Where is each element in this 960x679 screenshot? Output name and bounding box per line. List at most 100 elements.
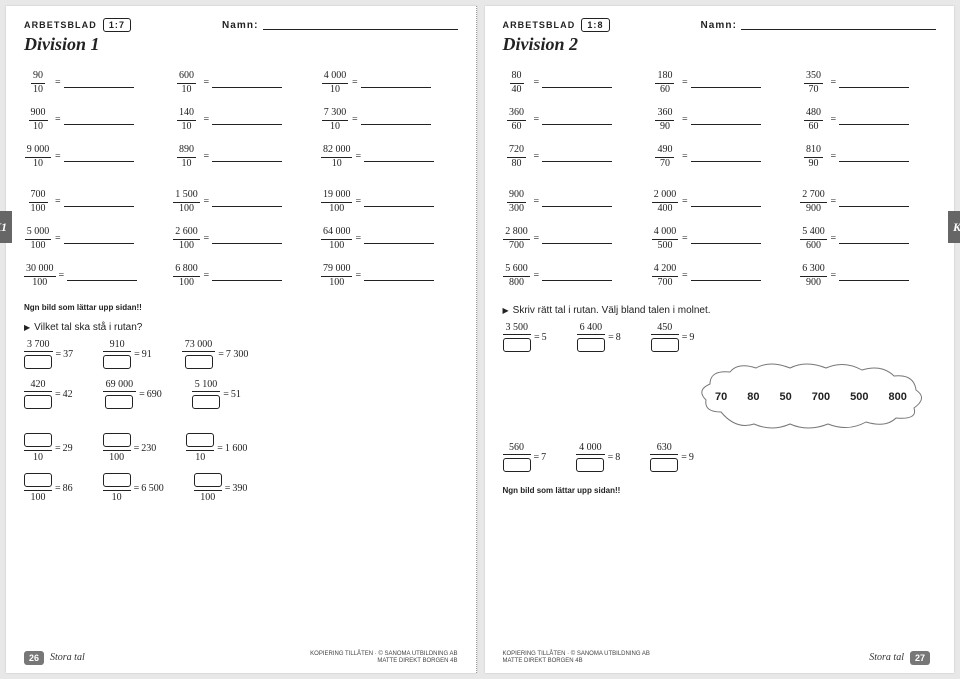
answer-box[interactable]: [103, 473, 131, 487]
fraction: 79 000100=: [321, 264, 434, 288]
fraction: 64 000100=: [321, 227, 434, 251]
answer-box[interactable]: [103, 433, 131, 447]
answer-line[interactable]: [64, 234, 134, 244]
name-field[interactable]: Namn:: [222, 20, 458, 31]
tab-k1-left: K1: [0, 211, 12, 243]
header-row: ARBETSBLAD 1:8 Namn:: [503, 18, 937, 32]
name-field[interactable]: Namn:: [700, 20, 936, 31]
answer-box[interactable]: [24, 395, 52, 409]
fraction: 8040=: [503, 71, 613, 95]
answer-line[interactable]: [64, 152, 134, 162]
fraction: 35070=: [799, 71, 909, 95]
answer-box[interactable]: [192, 395, 220, 409]
answer-line[interactable]: [542, 115, 612, 125]
fraction: 2 000400=: [651, 190, 761, 214]
answer-box[interactable]: [650, 458, 678, 472]
answer-line[interactable]: [542, 271, 612, 281]
fraction: 4 000500=: [651, 227, 761, 251]
answer-line[interactable]: [839, 197, 909, 207]
exercise-box-denom: 3 700=37910=9173 000=7 300420=4269 000=6…: [24, 339, 458, 409]
exercise-item: 4 000=8: [576, 442, 620, 472]
copyright-2: MATTE DIREKT BORGEN 4B: [503, 658, 583, 664]
answer-line[interactable]: [839, 78, 909, 88]
answer-box[interactable]: [105, 395, 133, 409]
answer-line[interactable]: [691, 152, 761, 162]
answer-line[interactable]: [212, 115, 282, 125]
tab-k1-right: K1: [948, 211, 960, 243]
answer-line[interactable]: [542, 234, 612, 244]
answer-line[interactable]: [212, 234, 282, 244]
cloud-wrap: 708050700500800: [503, 362, 937, 432]
fraction: 81090=: [799, 145, 909, 169]
answer-line[interactable]: [691, 197, 761, 207]
section-1: 9010=90010=9 00010=60010=14010=89010=4 0…: [24, 65, 458, 176]
exercise-item: 450=9: [651, 322, 695, 352]
answer-box[interactable]: [503, 338, 531, 352]
fraction: 89010=: [172, 145, 282, 169]
answer-line[interactable]: [364, 197, 434, 207]
exercise-item: 10=29: [24, 433, 73, 463]
fraction: 4 00010=: [321, 71, 431, 95]
answer-line[interactable]: [691, 234, 761, 244]
exercise-item: 630=9: [650, 442, 694, 472]
answer-box[interactable]: [24, 355, 52, 369]
fraction: 82 00010=: [321, 145, 434, 169]
answer-box[interactable]: [186, 433, 214, 447]
answer-line[interactable]: [212, 197, 282, 207]
fraction: 4 200700=: [651, 264, 761, 288]
answer-line[interactable]: [364, 271, 434, 281]
answer-line[interactable]: [361, 78, 431, 88]
answer-box[interactable]: [194, 473, 222, 487]
answer-line[interactable]: [691, 115, 761, 125]
exercise-item: 100=86: [24, 473, 73, 503]
answer-line[interactable]: [364, 152, 434, 162]
exercise-item: 420=42: [24, 379, 73, 409]
answer-line[interactable]: [364, 234, 434, 244]
answer-box[interactable]: [103, 355, 131, 369]
answer-line[interactable]: [542, 197, 612, 207]
answer-line[interactable]: [64, 115, 134, 125]
fraction: 5 400600=: [799, 227, 909, 251]
fraction: 6 300900=: [799, 264, 909, 288]
page-right: K1 ARBETSBLAD 1:8 Namn: Division 2 8040=…: [485, 6, 955, 673]
footer-left: 26 Stora tal KOPIERING TILLÅTEN · © SANO…: [6, 651, 476, 665]
worksheet-label: ARBETSBLAD: [24, 20, 97, 30]
answer-line[interactable]: [839, 234, 909, 244]
answer-line[interactable]: [212, 271, 282, 281]
exercise-cloud-2: 560=74 000=8630=9: [503, 442, 937, 472]
answer-line[interactable]: [691, 271, 761, 281]
exercise-item: 73 000=7 300: [182, 339, 249, 369]
answer-line[interactable]: [839, 152, 909, 162]
answer-line[interactable]: [67, 271, 137, 281]
fraction: 700100=: [24, 190, 134, 214]
answer-line[interactable]: [212, 78, 282, 88]
answer-line[interactable]: [691, 78, 761, 88]
answer-line[interactable]: [839, 115, 909, 125]
aside-note: Ngn bild som lättar upp sidan!!: [24, 303, 458, 312]
fraction: 1 500100=: [172, 190, 282, 214]
page-number: 26: [24, 651, 44, 665]
copyright-1: KOPIERING TILLÅTEN · © SANOMA UTBILDNING…: [503, 651, 650, 657]
worksheet-number: 1:7: [103, 18, 131, 32]
page-title: Division 1: [24, 34, 458, 55]
exercise-item: 5 100=51: [192, 379, 241, 409]
answer-line[interactable]: [839, 271, 909, 281]
answer-line[interactable]: [542, 152, 612, 162]
answer-line[interactable]: [64, 197, 134, 207]
answer-line[interactable]: [542, 78, 612, 88]
answer-line[interactable]: [64, 78, 134, 88]
answer-box[interactable]: [24, 433, 52, 447]
answer-box[interactable]: [577, 338, 605, 352]
fraction: 60010=: [172, 71, 282, 95]
answer-box[interactable]: [576, 458, 604, 472]
fraction: 2 700900=: [799, 190, 909, 214]
fraction: 19 000100=: [321, 190, 434, 214]
answer-box[interactable]: [651, 338, 679, 352]
answer-line[interactable]: [212, 152, 282, 162]
answer-box[interactable]: [24, 473, 52, 487]
answer-box[interactable]: [185, 355, 213, 369]
answer-box[interactable]: [503, 458, 531, 472]
answer-line[interactable]: [361, 115, 431, 125]
cloud-number: 50: [780, 391, 792, 403]
fraction: 2 800700=: [503, 227, 613, 251]
